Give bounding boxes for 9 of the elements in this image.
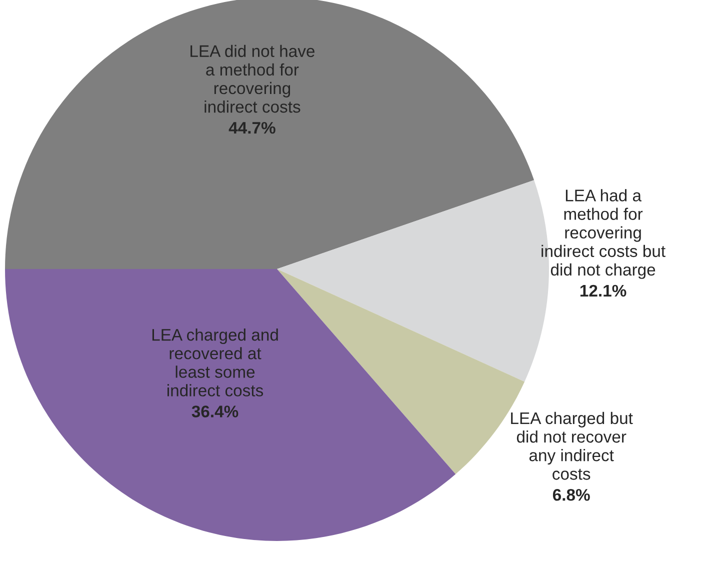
slice-label: LEA had a method for recovering indirect costs but did not charge xyxy=(542,189,666,279)
pie-slice xyxy=(5,269,456,541)
data-label: 36.4% xyxy=(192,406,238,418)
slice-label: LEA charged and recovered at least some indirect costs xyxy=(152,328,278,396)
data-label: 12.1% xyxy=(580,284,626,297)
data-label: 44.7% xyxy=(228,122,276,134)
data-label: 6.8% xyxy=(552,488,590,501)
slice-label: LEA charged but did not recover any indirect costs xyxy=(511,412,633,480)
slice-label: LEA did not have a method for recovering indirect costs xyxy=(190,44,314,113)
